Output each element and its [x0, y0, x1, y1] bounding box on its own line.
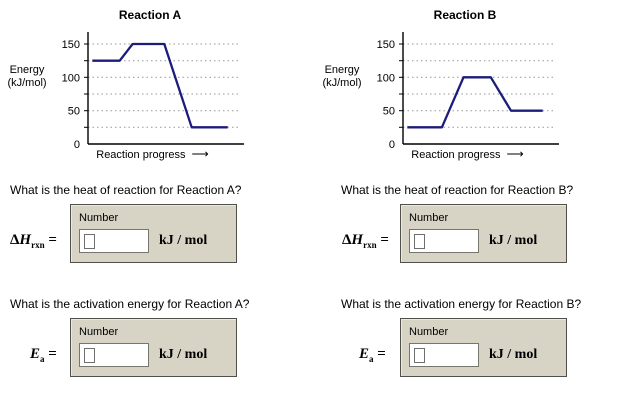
unit-label: kJ / mol [489, 233, 538, 248]
question-heat-b: What is the heat of reaction for Reactio… [341, 183, 574, 197]
x-axis-label-text: Reaction progress [411, 149, 501, 161]
heat-a-answer-input[interactable] [79, 229, 149, 253]
y-axis-label-line1: Energy [9, 64, 45, 76]
number-label: Number [409, 326, 449, 338]
question-ea-b: What is the activation energy for Reacti… [341, 297, 582, 311]
number-label: Number [409, 212, 449, 224]
unit-label: kJ / mol [159, 233, 208, 248]
answer-box: Number kJ / mol [70, 318, 237, 377]
y-axis-label-line2: (kJ/mol) [7, 77, 47, 89]
y-axis-label-line2: (kJ/mol) [322, 77, 362, 89]
unit-label: kJ / mol [489, 347, 538, 362]
question-heat-a: What is the heat of reaction for Reactio… [10, 183, 242, 197]
x-axis-label: Reaction progress ⟶ [62, 147, 242, 161]
answer-box: Number kJ / mol [70, 204, 237, 263]
y-axis-label: Energy (kJ/mol) [317, 64, 367, 90]
ea-b-answer-row: Ea = Number kJ / mol [315, 318, 629, 380]
ea-symbol: Ea = [30, 346, 57, 364]
reaction-a-section: Reaction A Energy (kJ/mol) 150 100 50 0 Rea… [0, 0, 314, 400]
ea-a-answer-input[interactable] [79, 343, 149, 367]
number-label: Number [79, 326, 119, 338]
chart-title-a: Reaction A [118, 8, 182, 22]
answer-box: Number kJ / mol [400, 318, 567, 377]
delta-h-rxn-symbol: ΔHrxn = [10, 232, 57, 250]
svg-text:100: 100 [62, 72, 80, 84]
y-axis-label: Energy (kJ/mol) [2, 64, 52, 90]
right-arrow-icon: ⟶ [191, 147, 209, 161]
svg-text:150: 150 [62, 39, 80, 51]
heat-a-answer-row: ΔHrxn = Number kJ / mol [0, 204, 314, 266]
svg-text:0: 0 [389, 139, 395, 151]
ea-b-answer-input[interactable] [409, 343, 479, 367]
delta-glyph: Δ [342, 232, 352, 248]
ea-a-answer-row: Ea = Number kJ / mol [0, 318, 314, 380]
reaction-b-energy-diagram: 150 100 50 0 [377, 32, 559, 151]
input-caret-box [414, 233, 425, 249]
right-arrow-icon: ⟶ [506, 147, 524, 161]
x-axis-label-text: Reaction progress [96, 149, 186, 161]
answer-box: Number kJ / mol [400, 204, 567, 263]
heat-b-answer-row: ΔHrxn = Number kJ / mol [315, 204, 629, 266]
y-axis-label-line1: Energy [324, 64, 360, 76]
reaction-b-section: Reaction B Energy (kJ/mol) 150 100 50 0 Rea… [315, 0, 629, 400]
svg-text:0: 0 [74, 139, 80, 151]
svg-text:150: 150 [377, 39, 395, 51]
svg-text:100: 100 [377, 72, 395, 84]
input-caret-box [84, 347, 95, 363]
number-label: Number [79, 212, 119, 224]
unit-label: kJ / mol [159, 347, 208, 362]
svg-text:50: 50 [383, 106, 395, 118]
reaction-a-energy-diagram: 150 100 50 0 [62, 32, 244, 151]
heat-b-answer-input[interactable] [409, 229, 479, 253]
chart-title-b: Reaction B [433, 8, 497, 22]
delta-glyph: Δ [10, 232, 20, 248]
x-axis-label: Reaction progress ⟶ [377, 147, 557, 161]
input-caret-box [84, 233, 95, 249]
svg-text:50: 50 [68, 106, 80, 118]
ea-symbol: Ea = [359, 346, 386, 364]
input-caret-box [414, 347, 425, 363]
question-ea-a: What is the activation energy for Reacti… [10, 297, 250, 311]
delta-h-rxn-symbol: ΔHrxn = [342, 232, 389, 250]
